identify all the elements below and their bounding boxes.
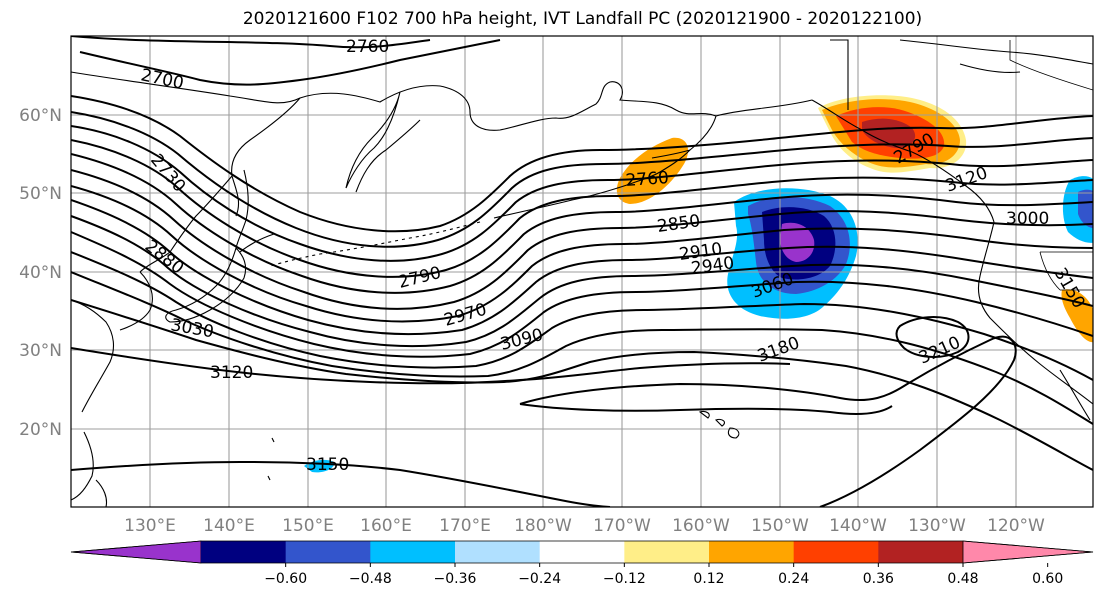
map-title: 2020121600 F102 700 hPa height, IVT Land… <box>242 9 923 29</box>
colorbar-swatch <box>370 541 456 563</box>
contour-label: 2760 <box>625 168 670 191</box>
contour-label: 3120 <box>210 363 253 383</box>
lon-label: 140°E <box>203 516 255 536</box>
lat-label: 60°N <box>19 106 62 126</box>
colorbar-tick-label: 0.12 <box>693 571 724 587</box>
lat-label: 30°N <box>19 341 62 361</box>
colorbar-swatch <box>70 540 202 564</box>
colorbar-tick-label: 0.24 <box>778 571 809 587</box>
colorbar-swatch <box>285 541 371 563</box>
lon-label: 170°W <box>593 516 651 536</box>
colorbar-tick-label: 0.48 <box>947 571 978 587</box>
lon-label: 130°W <box>908 516 966 536</box>
lon-label: 120°W <box>987 516 1045 536</box>
colorbar-swatch <box>539 541 625 563</box>
lon-label: 140°W <box>829 516 887 536</box>
colorbar-tick-label: 0.36 <box>863 571 894 587</box>
lat-label: 50°N <box>19 184 62 204</box>
colorbar-swatch <box>962 540 1094 564</box>
lat-label: 40°N <box>19 263 62 283</box>
longitude-axis: 130°E 140°E 150°E 160°E 170°E 180°W 170°… <box>124 516 1045 536</box>
colorbar-swatch <box>455 541 541 563</box>
lon-label: 150°W <box>751 516 809 536</box>
colorbar-tick-label: 0.60 <box>1032 571 1063 587</box>
lon-label: 150°E <box>282 516 334 536</box>
colorbar-tick-label: −0.48 <box>349 571 392 587</box>
lon-label: 160°E <box>360 516 412 536</box>
lon-label: 160°W <box>672 516 730 536</box>
colorbar-swatch <box>624 541 710 563</box>
colorbar-outline <box>70 540 1094 564</box>
contour-label: 3000 <box>1006 209 1049 229</box>
map-frame <box>70 35 1094 508</box>
colorbar-tick-label: −0.60 <box>264 571 307 587</box>
lon-label: 180°W <box>514 516 572 536</box>
borders <box>1009 40 1093 291</box>
colorbar-swatch <box>793 541 879 563</box>
lat-label: 20°N <box>19 420 62 440</box>
graticule <box>71 36 1093 507</box>
colorbar: −0.60 −0.48 −0.36 −0.24 −0.12 0.12 0.24 0.36 0.4… <box>70 540 1094 587</box>
colorbar-tick-label: −0.12 <box>603 571 646 587</box>
height-contours <box>71 36 1093 507</box>
colorbar-tick-label: −0.24 <box>518 571 561 587</box>
latitude-axis: 60°N 50°N 40°N 30°N 20°N <box>19 106 62 440</box>
lon-label: 170°E <box>439 516 491 536</box>
contour-label: 2760 <box>346 37 389 57</box>
colorbar-tick-label: −0.36 <box>434 571 477 587</box>
lon-label: 130°E <box>124 516 176 536</box>
colorbar-swatch <box>709 541 795 563</box>
colorbar-swatch <box>878 541 964 563</box>
contour-label: 3150 <box>306 455 349 475</box>
colorbar-swatch <box>201 541 287 563</box>
